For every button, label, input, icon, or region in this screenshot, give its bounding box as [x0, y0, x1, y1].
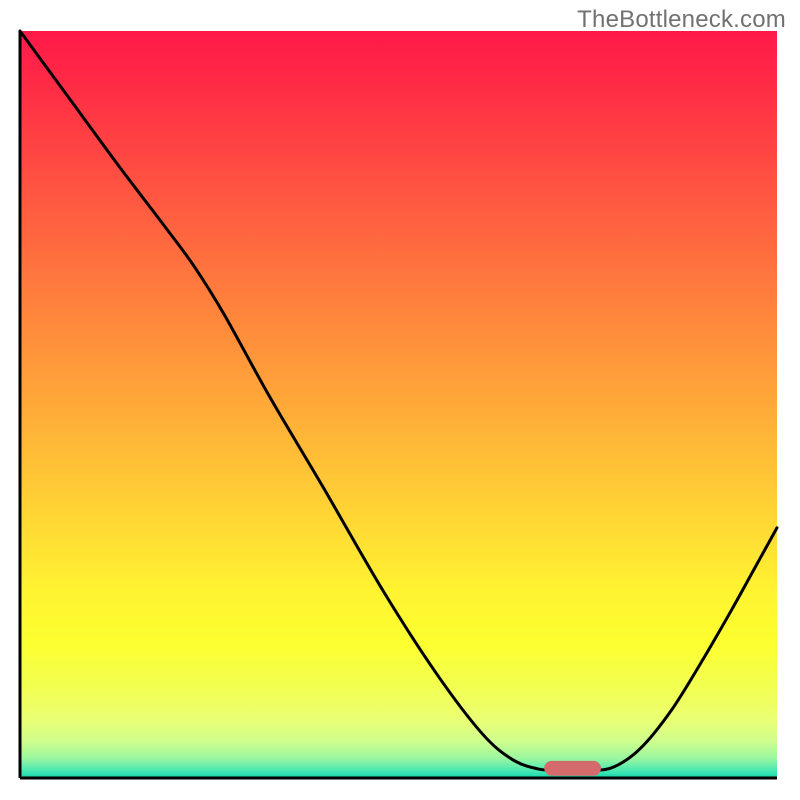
plot-background	[20, 31, 777, 778]
watermark-text: TheBottleneck.com	[577, 6, 786, 34]
optimal-marker	[544, 761, 601, 776]
bottleneck-chart	[0, 0, 800, 800]
